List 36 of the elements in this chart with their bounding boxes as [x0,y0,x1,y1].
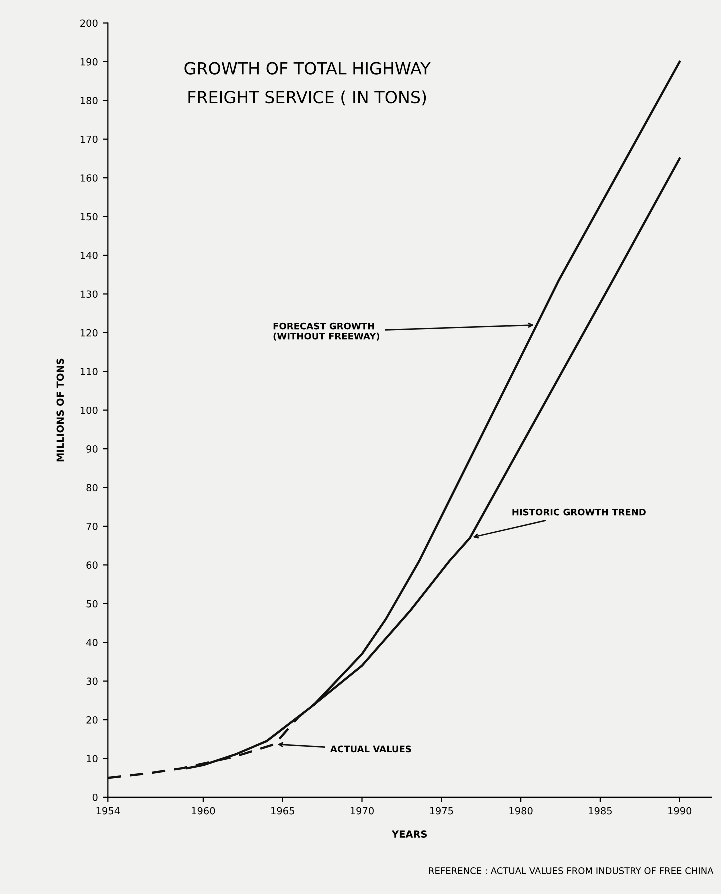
y-tick-label: 100 [80,406,98,414]
y-tick-label: 40 [86,639,98,646]
x-tick-label: 1960 [192,807,216,815]
y-tick-label: 70 [86,522,98,530]
y-tick-label: 120 [80,329,98,337]
y-tick-label: 80 [86,484,98,492]
annotation: FORECAST GROWTH (WITHOUT FREEWAY) [274,322,380,341]
x-tick-label: 1954 [96,807,120,815]
x-tick-label: 1970 [350,807,374,815]
y-tick-label: 0 [92,794,98,802]
y-axis-title: MILLIONS OF TONS [56,358,64,462]
text: GROWTH OF TOTAL HIGHWAY FREIGHT SERVICE ( IN TONS) [184,62,431,106]
x-tick-label: 1975 [430,807,454,815]
y-tick-label: 30 [86,678,98,686]
annotation: HISTORIC GROWTH TREND [512,508,646,516]
x-axis-title: YEARS [392,830,428,838]
y-tick-label: 90 [86,446,98,453]
y-tick-label: 190 [80,58,98,66]
y-tick-label: 170 [80,136,98,144]
text: REFERENCE : ACTUAL VALUES FROM INDUSTRY OF FREE CHINA [429,868,714,874]
y-tick-label: 160 [80,174,98,182]
y-tick-label: 200 [80,20,98,28]
y-tick-label: 150 [80,213,98,221]
y-tick-label: 60 [86,562,98,570]
y-tick-label: 110 [80,368,98,376]
y-tick-label: 140 [80,252,98,260]
x-tick-label: 1990 [668,807,692,815]
y-tick-label: 20 [86,716,98,724]
y-tick-label: 180 [80,97,98,104]
x-tick-label: 1980 [510,807,533,815]
y-tick-label: 10 [87,755,98,763]
y-tick-label: 130 [80,290,98,298]
annotation: ACTUAL VALUES [330,746,412,753]
x-tick-label: 1965 [272,807,294,815]
x-tick-label: 1985 [589,807,612,815]
y-tick-label: 50 [86,600,98,608]
